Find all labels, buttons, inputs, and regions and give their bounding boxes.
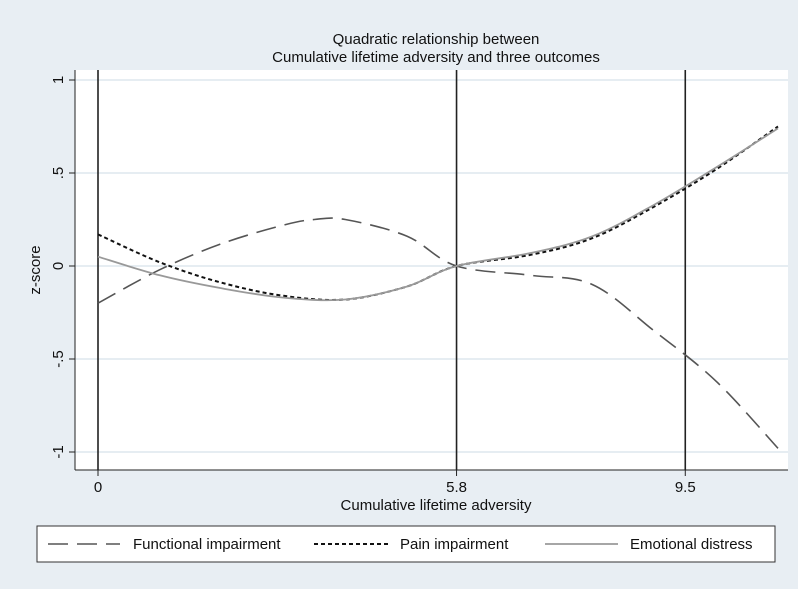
y-tick-label-2: 0 xyxy=(50,262,67,270)
x-tick-label-0: 0 xyxy=(94,479,102,496)
y-axis-label: z-score xyxy=(27,245,44,294)
x-tick-label-2: 9.5 xyxy=(675,479,696,496)
legend: Functional impairment Pain impairment Emot… xyxy=(36,525,776,563)
plot-area xyxy=(75,70,788,470)
legend-label-2: Emotional distress xyxy=(630,536,753,553)
legend-label-1: Pain impairment xyxy=(400,536,509,553)
legend-box xyxy=(36,525,776,563)
chart-title-line-1: Quadratic relationship between xyxy=(333,31,540,48)
chart-title-line-2: Cumulative lifetime adversity and three … xyxy=(272,49,600,66)
y-tick-label-1: -.5 xyxy=(50,350,67,368)
series-line-functional-impairment xyxy=(97,217,779,449)
x-axis-ticks: 0 5.8 9.5 xyxy=(94,470,696,496)
chart-title: Quadratic relationship between Cumulativ… xyxy=(272,31,600,66)
y-tick-label-4: 1 xyxy=(50,76,67,84)
x-axis-label: Cumulative lifetime adversity xyxy=(341,497,532,514)
series-line-emotional-distress xyxy=(97,127,779,302)
reference-lines xyxy=(97,70,687,470)
series-group xyxy=(97,125,779,449)
x-tick-label-1: 5.8 xyxy=(446,479,467,496)
y-tick-label-3: .5 xyxy=(50,167,67,180)
legend-label-0: Functional impairment xyxy=(133,536,281,553)
grid-lines xyxy=(75,79,788,453)
y-axis-ticks: -1 -.5 0 .5 1 xyxy=(50,76,75,459)
y-tick-label-0: -1 xyxy=(50,445,67,458)
